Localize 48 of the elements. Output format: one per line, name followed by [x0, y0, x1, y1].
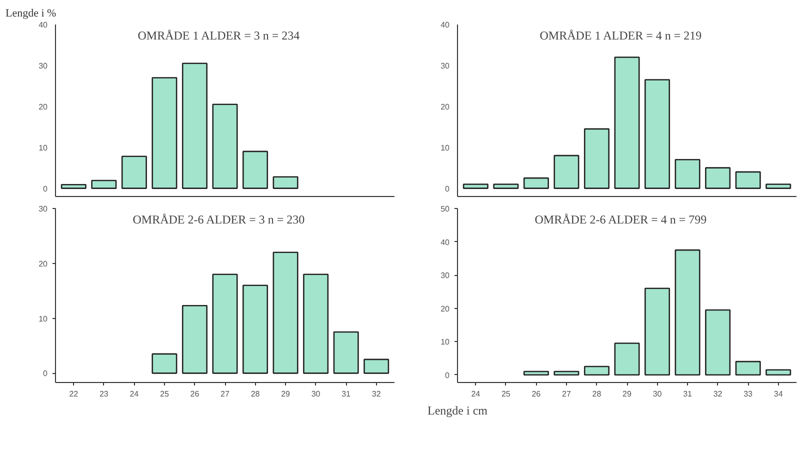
y-tick-label: 20 [38, 259, 48, 268]
y-tick-label: 10 [440, 143, 450, 152]
chart-title: OMRÅDE 2-6 ALDER = 3 n = 230 [132, 212, 305, 226]
x-axis-title: Lengde i cm [428, 404, 488, 418]
x-tick-label: 32 [713, 390, 723, 398]
y-tick-label: 20 [440, 304, 450, 314]
x-tick-label: 27 [562, 390, 572, 398]
x-tick-label: 26 [532, 390, 542, 398]
x-tick-label: 25 [160, 390, 170, 398]
x-tick-label: 34 [774, 390, 784, 398]
x-tick-label: 33 [744, 390, 754, 398]
x-tick-label: 30 [311, 390, 321, 398]
x-tick-label: 28 [250, 390, 260, 398]
x-tick-label: 27 [220, 390, 230, 398]
x-tick-label: 26 [190, 390, 200, 398]
chart-title: OMRÅDE 1 ALDER = 4 n = 219 [540, 28, 702, 42]
x-tick-label: 24 [471, 390, 481, 398]
x-tick-label: 30 [652, 390, 662, 398]
y-tick-label: 30 [38, 61, 48, 70]
x-tick-label: 28 [592, 390, 602, 398]
x-tick-label: 31 [683, 390, 693, 398]
y-tick-label: 20 [440, 102, 450, 112]
y-tick-label: 30 [440, 61, 450, 70]
chart-title: OMRÅDE 2-6 ALDER = 4 n = 799 [534, 212, 707, 226]
chart-title: OMRÅDE 1 ALDER = 3 n = 234 [138, 28, 300, 42]
y-tick-label: 50 [440, 204, 450, 214]
x-tick-label: 24 [130, 390, 140, 398]
x-tick-label: 31 [342, 390, 352, 398]
y-tick-label: 20 [38, 102, 48, 112]
y-axis-title: Lengde i % [6, 8, 56, 20]
y-tick-label: 10 [440, 338, 450, 347]
x-tick-label: 22 [69, 390, 79, 398]
y-tick-label: 30 [38, 204, 48, 214]
x-tick-label: 29 [281, 390, 291, 398]
y-tick-label: 40 [38, 20, 48, 30]
y-tick-label: 10 [38, 143, 48, 152]
y-tick-label: 40 [440, 20, 450, 30]
y-tick-label: 30 [440, 271, 450, 280]
x-tick-label: 32 [372, 390, 382, 398]
y-tick-label: 0 [445, 370, 450, 380]
x-tick-label: 25 [501, 390, 511, 398]
y-tick-label: 0 [43, 369, 48, 378]
y-tick-label: 0 [445, 184, 450, 194]
x-tick-label: 23 [99, 390, 109, 398]
y-tick-label: 0 [43, 184, 48, 194]
x-tick-label: 29 [622, 390, 632, 398]
y-tick-label: 10 [38, 314, 48, 324]
y-tick-label: 40 [440, 238, 450, 247]
